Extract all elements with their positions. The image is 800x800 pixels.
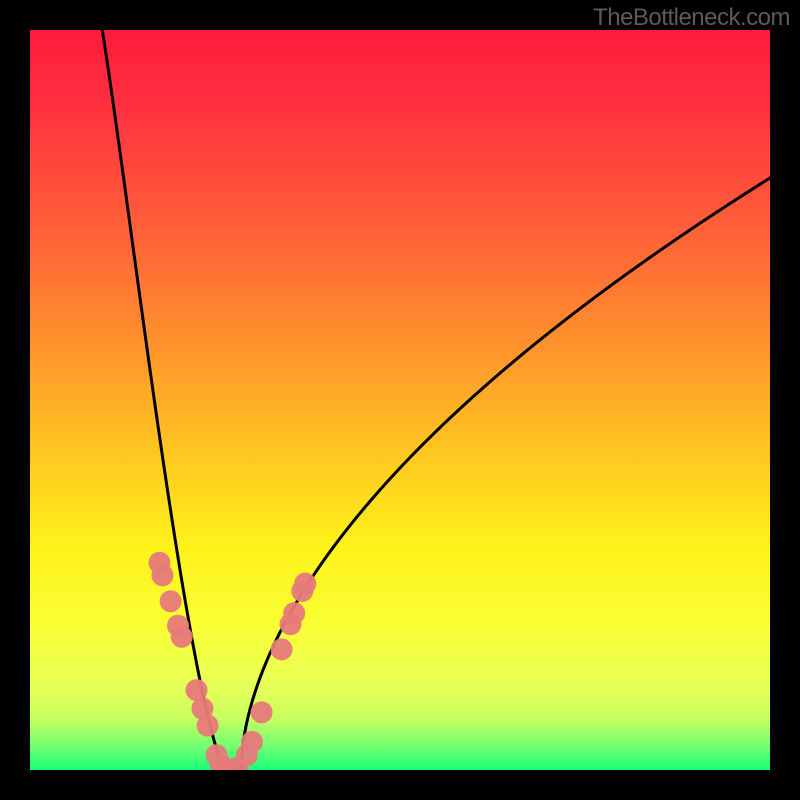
data-marker: [251, 701, 273, 723]
data-marker: [271, 638, 293, 660]
data-marker: [294, 573, 316, 595]
data-marker: [171, 626, 193, 648]
data-marker: [241, 731, 263, 753]
data-marker: [160, 590, 182, 612]
data-marker: [151, 564, 173, 586]
data-marker: [197, 715, 219, 737]
data-marker: [283, 602, 305, 624]
watermark-text: TheBottleneck.com: [593, 4, 790, 32]
chart-svg: [0, 0, 800, 800]
bottleneck-chart: TheBottleneck.com: [0, 0, 800, 800]
